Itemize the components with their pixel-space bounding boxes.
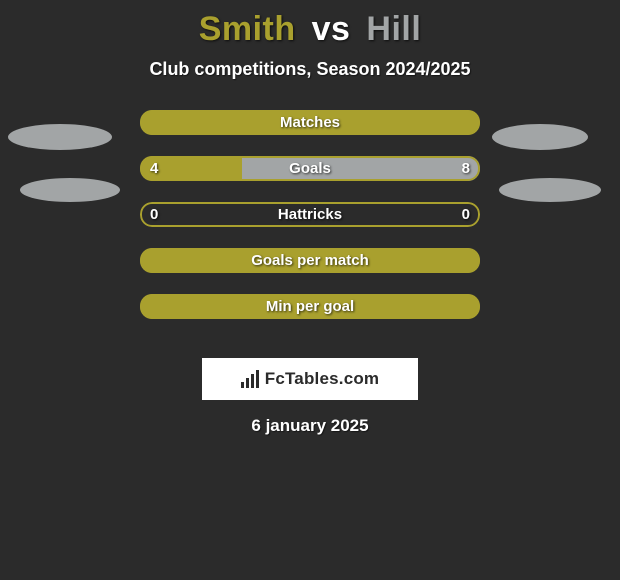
player1-ellipse-top xyxy=(8,124,112,150)
comparison-infographic: Smith vs Hill Club competitions, Season … xyxy=(0,0,620,580)
bar-label: Goals xyxy=(140,156,480,181)
stat-bar: Goals4 8 xyxy=(140,156,480,181)
title-vs: vs xyxy=(312,10,351,48)
subtitle: Club competitions, Season 2024/2025 xyxy=(0,59,620,80)
bar-label: Goals per match xyxy=(140,248,480,273)
bar-value-p1: 4 xyxy=(150,156,158,181)
brand-box: FcTables.com xyxy=(202,358,418,400)
stat-bar: Min per goal xyxy=(140,294,480,319)
bar-label: Matches xyxy=(140,110,480,135)
bar-value-p1: 0 xyxy=(150,202,158,227)
stat-bar: Matches xyxy=(140,110,480,135)
bar-label: Min per goal xyxy=(140,294,480,319)
player1-ellipse-bottom xyxy=(20,178,120,202)
bar-label: Hattricks xyxy=(140,202,480,227)
date-label: 6 january 2025 xyxy=(0,416,620,436)
player2-ellipse-top xyxy=(492,124,588,150)
brand-logo-icon xyxy=(241,370,259,388)
stat-bar: Hattricks0 0 xyxy=(140,202,480,227)
player2-ellipse-bottom xyxy=(499,178,601,202)
stat-bar: Goals per match xyxy=(140,248,480,273)
title-player2: Hill xyxy=(366,10,421,48)
page-title: Smith vs Hill xyxy=(0,0,620,49)
title-player1: Smith xyxy=(199,10,296,48)
bar-value-p2: 8 xyxy=(462,156,470,181)
brand-name: FcTables.com xyxy=(265,369,380,389)
bar-value-p2: 0 xyxy=(462,202,470,227)
bars-container: Matches Goals4 8 Hattricks0 0 Goals per match… xyxy=(140,110,480,340)
